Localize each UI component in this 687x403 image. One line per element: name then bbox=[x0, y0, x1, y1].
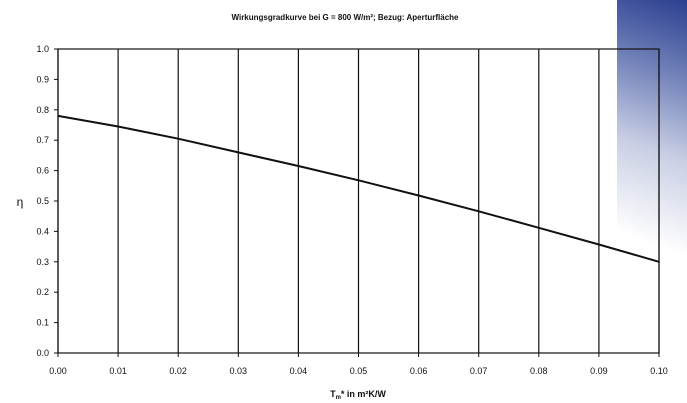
data-point-0-8 bbox=[538, 226, 540, 229]
y-tick-label-5: 0.5 bbox=[36, 196, 49, 206]
y-tick-label-9: 0.9 bbox=[36, 74, 49, 84]
data-point-0-7 bbox=[477, 210, 480, 213]
data-point-0-0 bbox=[57, 115, 59, 117]
x-tick-label-3: 0.03 bbox=[230, 366, 248, 376]
chart-title: Wirkungsgradkurve bei G = 800 W/m²; Bezu… bbox=[231, 13, 459, 22]
y-axis-label: η bbox=[17, 195, 24, 209]
data-point-0-3 bbox=[237, 151, 240, 154]
plot-area: 0.0 0.1 0.2 0.3 0.4 0.5 0.6 0.7 0.8 0.9 1.0 0.00 0.0… bbox=[36, 44, 667, 376]
data-point-0-10 bbox=[658, 261, 660, 263]
x-tick-label-5: 0.05 bbox=[350, 366, 368, 376]
data-point-0-6 bbox=[417, 194, 420, 197]
y-tick-label-6: 0.6 bbox=[36, 166, 49, 176]
x-tick-label-10: 0.10 bbox=[650, 366, 668, 376]
x-tick-label-6: 0.06 bbox=[410, 366, 428, 376]
x-axis-label: Tm* in m²K/W bbox=[330, 389, 386, 401]
x-tick-label-0: 0.00 bbox=[49, 366, 67, 376]
data-point-0-1 bbox=[117, 125, 119, 128]
y-tick-label-2: 0.2 bbox=[36, 287, 49, 297]
y-tick-label-0: 0.0 bbox=[36, 348, 49, 358]
y-tick-label-3: 0.3 bbox=[36, 257, 49, 267]
x-tick-label-1: 0.01 bbox=[109, 366, 127, 376]
data-point-0-9 bbox=[598, 243, 600, 246]
x-tick-label-7: 0.07 bbox=[470, 366, 488, 376]
x-axis-label-rest: * in m²K/W bbox=[341, 389, 387, 399]
data-point-0-4 bbox=[297, 165, 300, 167]
data-point-0-2 bbox=[177, 137, 179, 140]
x-axis-label-main: T bbox=[330, 389, 336, 399]
data-point-0-5 bbox=[357, 179, 360, 182]
y-tick-label-10: 1.0 bbox=[36, 44, 49, 54]
y-tick-label-8: 0.8 bbox=[36, 105, 49, 115]
x-tick-label-9: 0.09 bbox=[590, 366, 608, 376]
x-tick-label-2: 0.02 bbox=[169, 366, 187, 376]
y-tick-label-7: 0.7 bbox=[36, 135, 49, 145]
x-axis-label-sub: m bbox=[336, 395, 341, 401]
x-tick-label-8: 0.08 bbox=[530, 366, 548, 376]
y-tick-label-1: 0.1 bbox=[36, 318, 49, 328]
x-tick-label-4: 0.04 bbox=[290, 366, 308, 376]
y-tick-label-4: 0.4 bbox=[36, 226, 49, 236]
